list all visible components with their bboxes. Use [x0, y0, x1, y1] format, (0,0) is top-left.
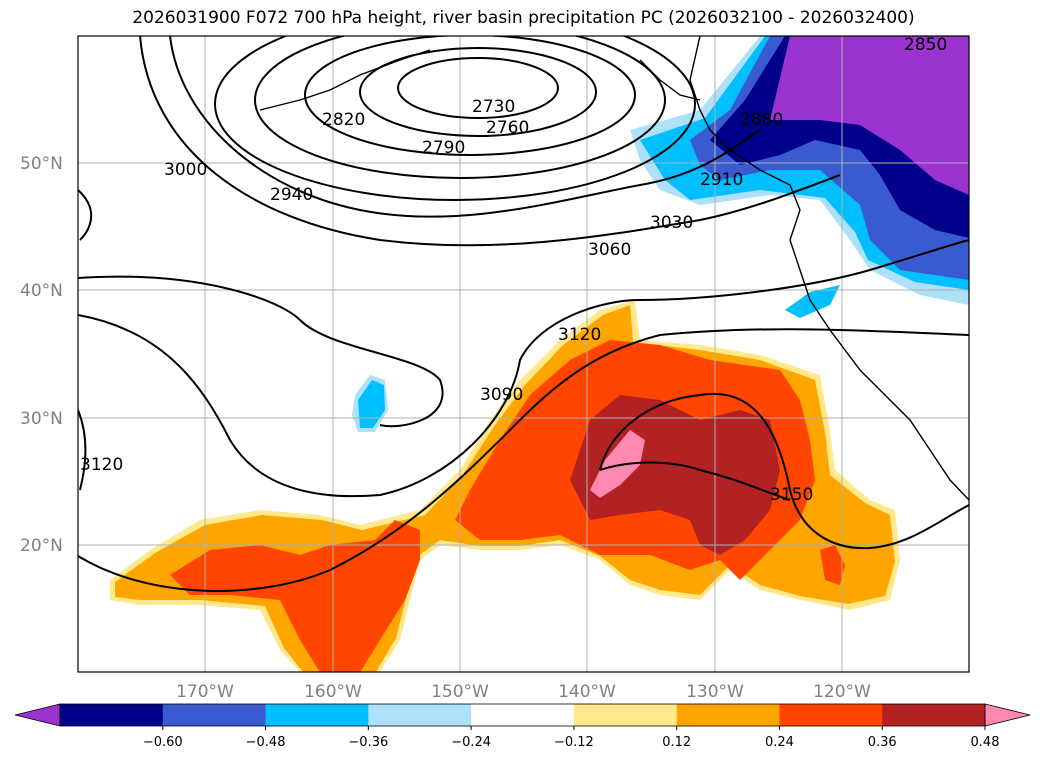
lon-label-150w: 150°W [431, 682, 489, 702]
colorbar: −0.60 −0.48 −0.36 −0.24 −0.12 0.12 0.24 0.36 0.4… [14, 703, 1031, 750]
lon-label-170w: 170°W [176, 682, 234, 702]
colorbar-tick-label: −0.60 [143, 735, 183, 750]
colorbar-swatch [676, 704, 780, 726]
lat-label-50n: 50°N [20, 154, 63, 174]
colorbar-tick-label: −0.36 [348, 735, 388, 750]
contour-label-2850: 2850 [904, 35, 947, 55]
colorbar-frame [59, 703, 986, 727]
colorbar-swatch [471, 704, 575, 726]
colorbar-extend-high [984, 703, 1031, 727]
height-contours [78, 36, 969, 592]
contour-label-3000: 3000 [164, 160, 207, 180]
contour-label-3030: 3030 [650, 213, 693, 233]
contour-label-2940: 2940 [270, 185, 313, 205]
contour-labels: 2730 2760 2790 2820 2850 2880 2910 2940 … [80, 35, 947, 505]
colorbar-tick-label: 0.12 [662, 735, 691, 750]
contour-label-3090: 3090 [480, 385, 523, 405]
lat-labels: 50°N 40°N 30°N 20°N [20, 154, 63, 556]
colorbar-swatch [60, 704, 164, 726]
map-plot: 2730 2760 2790 2820 2850 2880 2910 2940 … [78, 35, 969, 672]
lon-label-130w: 130°W [686, 682, 744, 702]
colorbar-tick-label: −0.48 [246, 735, 286, 750]
lat-label-20n: 20°N [20, 536, 63, 556]
colorbar-tick-label: −0.24 [451, 735, 491, 750]
contour-label-3060: 3060 [588, 240, 631, 260]
lat-label-40n: 40°N [20, 281, 63, 301]
contour-label-3120-left: 3120 [80, 455, 123, 475]
colorbar-tick-label: 0.24 [765, 735, 794, 750]
colorbar-extend-low [14, 703, 61, 727]
contour-label-2730: 2730 [472, 97, 515, 117]
colorbar-tick-label: 0.36 [868, 735, 897, 750]
colorbar-swatch [265, 704, 369, 726]
colorbar-swatch [162, 704, 267, 726]
colorbar-tick-label: 0.48 [971, 735, 1000, 750]
colorbar-swatch [779, 704, 883, 726]
graticule [78, 36, 969, 672]
lat-label-30n: 30°N [20, 409, 63, 429]
lon-label-140w: 140°W [558, 682, 616, 702]
colorbar-swatch [368, 704, 472, 726]
map-title: 2026031900 F072 700 hPa height, river ba… [132, 8, 915, 28]
contour-label-2820: 2820 [322, 110, 365, 130]
lon-labels: 170°W 160°W 150°W 140°W 130°W 120°W [176, 682, 871, 702]
colorbar-swatch [882, 704, 986, 726]
contour-label-2910: 2910 [700, 170, 743, 190]
lon-label-160w: 160°W [304, 682, 362, 702]
contour-label-3120: 3120 [558, 325, 601, 345]
colorbar-swatch [573, 704, 678, 726]
contour-label-2760: 2760 [486, 118, 529, 138]
map-frame [77, 35, 970, 673]
lon-label-120w: 120°W [813, 682, 871, 702]
colorbar-tick-label: −0.12 [554, 735, 594, 750]
contour-label-2880: 2880 [740, 110, 783, 130]
contour-label-3150: 3150 [770, 485, 813, 505]
contour-label-2790: 2790 [422, 138, 465, 158]
